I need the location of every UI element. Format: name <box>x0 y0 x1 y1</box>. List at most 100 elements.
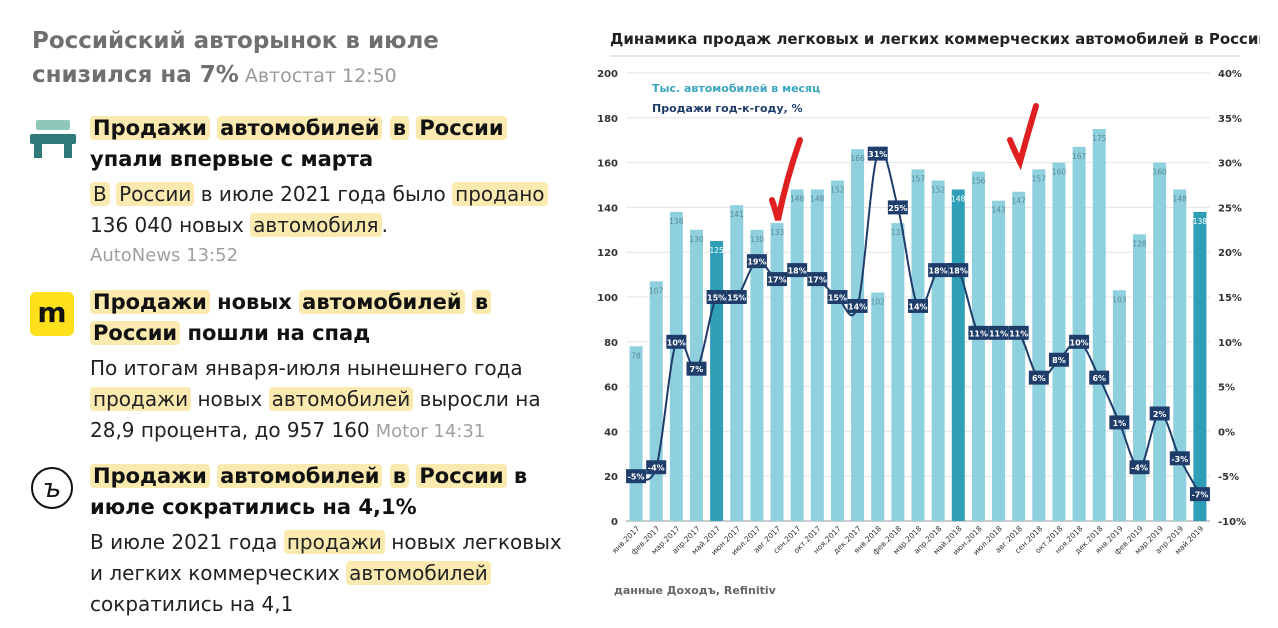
bar <box>851 149 865 521</box>
line-value-label: 17% <box>767 276 786 285</box>
line-label-box <box>787 263 808 278</box>
line-value-label: 14% <box>908 302 927 311</box>
chart-source: данные Доходъ, Refinitiv <box>614 584 777 597</box>
svg-text:m: m <box>37 296 66 329</box>
highlighted-word: России <box>416 116 507 140</box>
line-label-box <box>1169 451 1190 466</box>
y2-tick-label: -5% <box>1218 472 1239 483</box>
bar <box>1173 189 1187 522</box>
highlighted-word: автомобилей <box>217 116 383 140</box>
bar <box>649 281 663 521</box>
line-label-box <box>807 272 828 287</box>
line-value-label: -7% <box>1191 491 1208 500</box>
bar <box>669 211 683 521</box>
bar-value-label: 160 <box>1052 168 1067 177</box>
y-tick-label: 160 <box>597 159 618 170</box>
bar-value-label: 148 <box>1173 194 1188 203</box>
y-tick-label: 120 <box>597 248 618 259</box>
line-value-label: -4% <box>648 464 665 473</box>
bar-value-label: 133 <box>770 228 785 237</box>
line-value-label: -4% <box>1131 464 1148 473</box>
line-label-box <box>666 334 687 349</box>
autonews-icon <box>30 120 76 158</box>
line-value-label: 15% <box>707 294 726 303</box>
news-item[interactable]: Продажи автомобилей в России упали вперв… <box>90 113 570 266</box>
text-run <box>210 116 217 140</box>
line-value-label: 8% <box>1052 356 1066 365</box>
line-label-box <box>1109 415 1130 430</box>
y2-tick-label: 20% <box>1218 248 1242 259</box>
y-tick-label: 0 <box>611 517 618 528</box>
news-item[interactable]: Продажи автомобилей в России в июле сокр… <box>90 461 570 620</box>
bar-value-label: 133 <box>891 228 906 237</box>
item-body: В июле 2021 года продажи новых легковых … <box>90 527 570 620</box>
line-value-label: 1% <box>1113 419 1127 428</box>
motor-icon: m <box>30 292 74 336</box>
y2-tick-label: 30% <box>1218 159 1242 170</box>
item-title[interactable]: Продажи новых автомобилей в России пошли… <box>90 287 570 349</box>
line-label-box <box>726 290 747 304</box>
text-run <box>382 464 389 488</box>
text-run <box>465 290 472 314</box>
bar <box>992 200 1006 521</box>
bar-value-label: 130 <box>689 235 704 244</box>
highlighted-word: автомобилей <box>299 290 465 314</box>
text-run: выросли на 28,9 процента, до 957 160 <box>90 387 541 442</box>
item-source: AutoNews 13:52 <box>90 245 239 266</box>
y-tick-label: 200 <box>597 69 618 80</box>
bar-value-label: 156 <box>971 177 986 186</box>
text-run: новых <box>191 387 269 411</box>
bar-value-label: 148 <box>790 194 805 203</box>
highlighted-word: продано <box>452 182 548 206</box>
highlighted-word: продажи <box>90 387 192 411</box>
line-value-label: 11% <box>969 329 988 338</box>
bar <box>1072 146 1086 522</box>
text-run: новых легковых и легких коммерческих <box>90 530 562 585</box>
bar <box>830 180 844 521</box>
headline[interactable]: Российский авторынок в июле снизился на … <box>32 24 552 93</box>
line-label-box <box>948 263 969 278</box>
line-label-box <box>686 361 707 376</box>
bar <box>1052 162 1066 521</box>
highlighted-word: России <box>116 182 195 206</box>
chart-title: Динамика продаж легковых и легких коммер… <box>610 30 1260 48</box>
bar-value-label: 125 <box>709 246 724 255</box>
annotation-check <box>1007 103 1039 171</box>
headline-text[interactable]: Российский авторынок в июле снизился на … <box>32 28 439 88</box>
y2-tick-label: -10% <box>1218 517 1246 528</box>
line-value-label: 31% <box>868 150 887 159</box>
line-value-label: 10% <box>667 338 686 347</box>
text-run: 136 040 новых <box>90 213 251 237</box>
bar-value-label: 138 <box>669 217 684 226</box>
bar <box>629 346 643 521</box>
y2-tick-label: 35% <box>1218 114 1242 125</box>
highlighted-word: В <box>90 182 110 206</box>
bar-value-label: 78 <box>631 351 641 360</box>
bar <box>1092 129 1106 521</box>
news-item[interactable]: Продажи новых автомобилей в России пошли… <box>90 287 570 447</box>
highlighted-word: автомобиля <box>250 213 382 237</box>
line-label-box <box>968 325 989 340</box>
line-label-box <box>1069 334 1090 349</box>
highlighted-word: России <box>90 321 181 345</box>
bar-value-label: 175 <box>1092 134 1107 143</box>
item-title[interactable]: Продажи автомобилей в России в июле сокр… <box>90 461 570 523</box>
bar <box>891 223 905 521</box>
line-label-box <box>1189 487 1210 502</box>
bar <box>931 180 945 521</box>
text-run: новых <box>209 290 300 314</box>
bar-value-label: 147 <box>1012 197 1027 206</box>
line-label-box <box>626 469 647 484</box>
text-run: сократились на 4,1 <box>90 592 294 616</box>
bar-value-label: 167 <box>1072 152 1087 161</box>
bar <box>1193 211 1207 521</box>
line-value-label: -5% <box>628 473 645 482</box>
bar <box>1112 290 1126 521</box>
bar-value-label: 138 <box>1193 217 1208 226</box>
line-label-box <box>1048 352 1069 367</box>
kommersant-icon: ъ <box>31 467 73 509</box>
text-run: По итогам января-июля нынешнего года <box>90 356 523 380</box>
bar-value-label: 143 <box>991 206 1006 215</box>
item-title[interactable]: Продажи автомобилей в России упали вперв… <box>90 113 570 175</box>
